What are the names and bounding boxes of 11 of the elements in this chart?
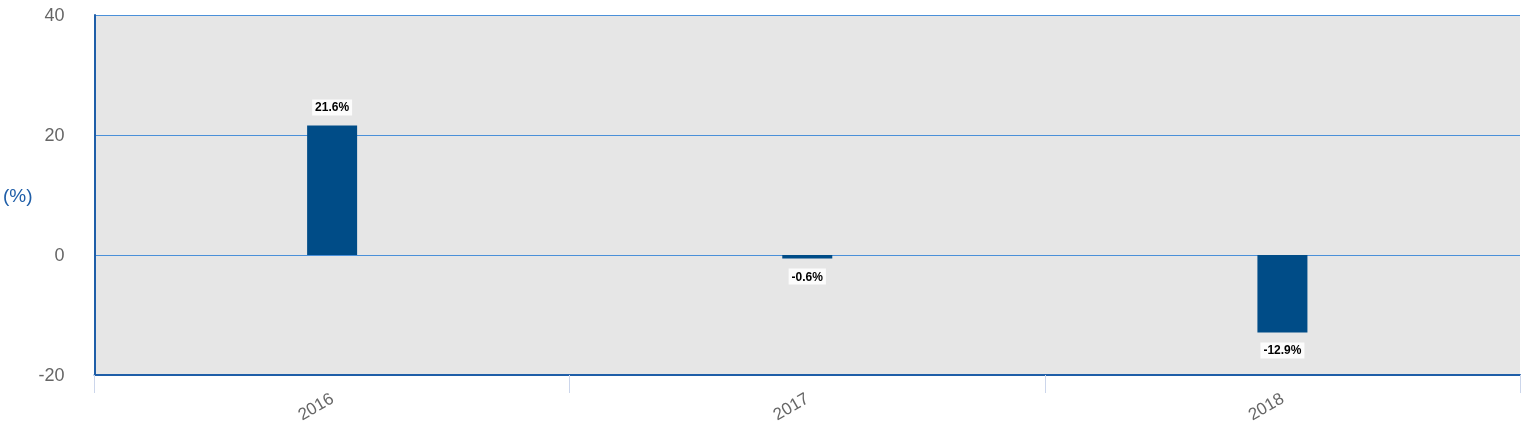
data-label: 21.6%	[315, 100, 350, 115]
x-tick-label: 2016	[294, 388, 337, 425]
data-label: -0.6%	[791, 269, 824, 284]
data-label: -12.9%	[1263, 343, 1302, 358]
y-tick-label: -20	[38, 365, 65, 385]
x-tick-label: 2017	[769, 388, 813, 425]
x-tick-label: 2018	[1244, 388, 1288, 425]
y-tick-label: 0	[54, 245, 65, 265]
y-tick-label: 40	[44, 5, 65, 25]
y-axis-title: (%)	[2, 184, 33, 206]
y-tick-label: 20	[44, 125, 65, 145]
